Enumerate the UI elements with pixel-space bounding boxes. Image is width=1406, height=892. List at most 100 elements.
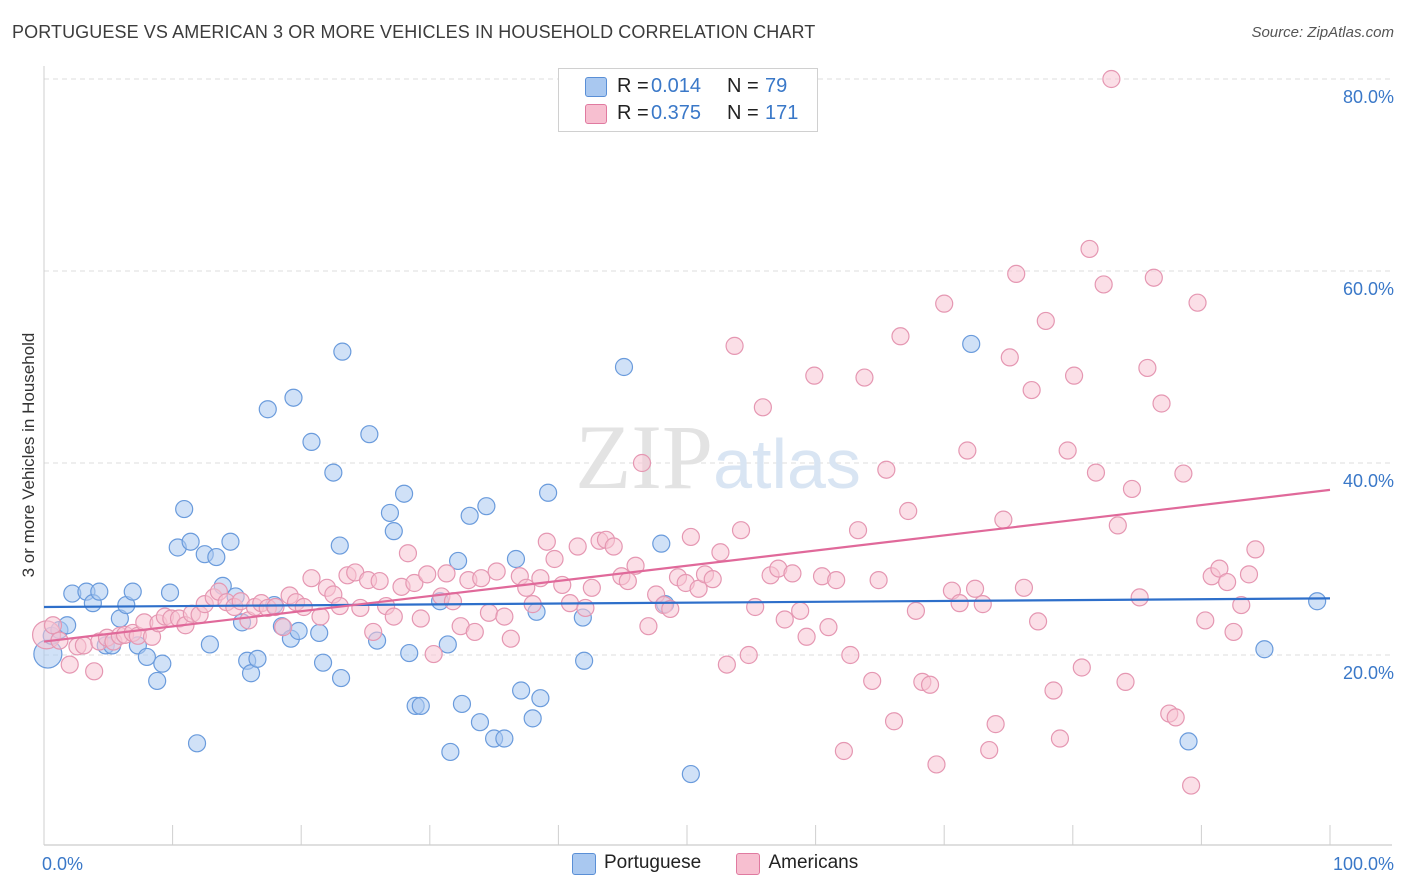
- r-label: R =: [617, 102, 649, 124]
- americans-point: [582, 578, 601, 597]
- portuguese-point: [160, 583, 180, 602]
- americans-point: [703, 570, 722, 589]
- americans-point: [302, 569, 321, 588]
- americans-point: [487, 562, 506, 581]
- americans-point: [576, 598, 595, 618]
- americans-point: [626, 556, 645, 575]
- americans-point: [661, 599, 680, 619]
- portuguese-point: [384, 522, 403, 541]
- portuguese-point: [523, 709, 542, 728]
- americans-point: [370, 571, 389, 591]
- americans-point: [479, 603, 499, 622]
- americans-point: [869, 571, 888, 590]
- portuguese-point: [200, 635, 219, 654]
- portuguese-point: [333, 342, 352, 361]
- americans-point: [681, 527, 700, 547]
- portuguese-point: [1255, 640, 1274, 659]
- chart-title: PORTUGUESE VS AMERICAN 3 OR MORE VEHICLE…: [12, 22, 816, 42]
- americans-point: [731, 521, 751, 540]
- americans-point: [604, 537, 623, 556]
- americans-point: [1000, 348, 1019, 367]
- portuguese-point: [289, 621, 308, 641]
- americans-point: [1028, 612, 1048, 631]
- americans-point: [711, 543, 730, 562]
- americans-point: [632, 453, 652, 473]
- portuguese-point: [331, 668, 351, 688]
- americans-point: [1044, 681, 1063, 700]
- americans-point: [1014, 578, 1034, 597]
- r-label: R =: [617, 75, 649, 97]
- americans-point: [351, 598, 370, 618]
- legend-item-portuguese: Portuguese: [572, 852, 702, 875]
- portuguese-trend-line: [43, 597, 1331, 609]
- americans-point: [753, 398, 772, 417]
- portuguese-point: [495, 729, 514, 748]
- americans-point: [472, 569, 491, 588]
- americans-point: [74, 636, 93, 655]
- americans-point: [501, 629, 520, 648]
- portuguese-point: [313, 653, 333, 672]
- americans-point: [1108, 516, 1127, 535]
- americans-point: [884, 712, 904, 731]
- americans-point: [1144, 268, 1163, 287]
- americans-point: [266, 597, 285, 617]
- portuguese-points: [33, 334, 1327, 784]
- americans-point: [1064, 366, 1084, 385]
- n-label: N =: [727, 75, 759, 97]
- tick-labels: 20.0% 40.0% 60.0% 80.0% 0.0% 100.0%: [42, 87, 1394, 874]
- americans-point: [927, 755, 946, 774]
- americans-point: [85, 662, 104, 681]
- y-tick-label: 60.0%: [1343, 279, 1394, 299]
- portuguese-point: [310, 623, 329, 643]
- portuguese-point: [452, 694, 472, 714]
- americans-point: [1058, 441, 1077, 460]
- legend-label-portuguese: Portuguese: [604, 852, 702, 873]
- americans-point: [797, 627, 816, 646]
- portuguese-point: [531, 689, 550, 708]
- y-tick-label: 80.0%: [1343, 87, 1394, 107]
- americans-point: [805, 366, 824, 385]
- portuguese-point: [90, 582, 109, 601]
- americans-point: [834, 741, 853, 761]
- portuguese-point: [153, 654, 172, 673]
- americans-point: [364, 622, 383, 642]
- portuguese-point: [441, 742, 460, 762]
- trend-lines: [43, 488, 1331, 643]
- portuguese-point: [187, 734, 207, 753]
- n-value: 171: [765, 102, 799, 124]
- portuguese-point: [411, 696, 430, 715]
- americans-point: [465, 622, 484, 642]
- americans-swatch: [736, 853, 761, 875]
- americans-point: [43, 616, 63, 635]
- americans-point: [899, 501, 918, 521]
- watermark: ZIPatlas: [575, 406, 861, 508]
- americans-point: [418, 565, 437, 584]
- r-value: 0.375: [651, 102, 702, 124]
- americans-point: [1246, 540, 1265, 559]
- portuguese-point: [438, 635, 457, 654]
- americans-point: [1072, 658, 1091, 677]
- portuguese-point: [681, 764, 700, 784]
- americans-point: [1050, 729, 1070, 748]
- source-label: Source: ZipAtlas.com: [1251, 24, 1394, 41]
- portuguese-point: [470, 713, 490, 732]
- portuguese-point: [962, 334, 981, 354]
- y-tick-label: 40.0%: [1343, 471, 1394, 491]
- americans-point: [568, 537, 587, 556]
- americans-point: [920, 675, 940, 694]
- r-value: 0.014: [651, 75, 702, 97]
- americans-point: [411, 609, 430, 628]
- portuguese-point: [123, 582, 142, 601]
- americans-point: [935, 294, 954, 313]
- portuguese-point: [394, 484, 414, 503]
- americans-point: [973, 595, 992, 614]
- americans-point: [495, 607, 514, 626]
- americans-point: [855, 368, 874, 387]
- americans-trend-line: [43, 488, 1331, 643]
- americans-point: [965, 579, 985, 598]
- americans-point: [891, 327, 910, 346]
- americans-point: [986, 715, 1005, 734]
- portuguese-point: [380, 503, 400, 523]
- americans-point: [1182, 776, 1201, 795]
